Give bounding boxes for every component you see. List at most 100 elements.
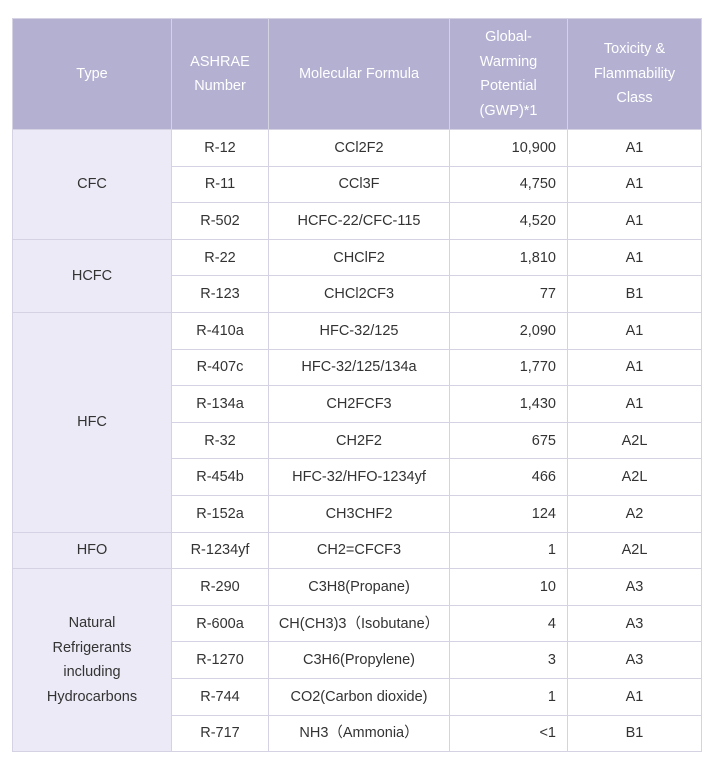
ashrae-number-cell: R-123 xyxy=(171,275,269,313)
safety-class-cell: A1 xyxy=(567,202,702,240)
safety-class-cell: A1 xyxy=(567,677,702,716)
safety-class-cell: A2L xyxy=(567,458,702,496)
table-row: R-600a CH(CH3)3（Isobutane） 4 A3 xyxy=(13,604,702,643)
gwp-cell: 10,900 xyxy=(449,129,568,167)
table-row: R-1270 C3H6(Propylene) 3 A3 xyxy=(13,641,702,679)
gwp-cell: 124 xyxy=(449,494,568,533)
header-row: Type ASHRAE Number Molecular Formula Glo… xyxy=(12,18,702,130)
header-molecular-formula: Molecular Formula xyxy=(268,18,450,130)
safety-class-cell: A2L xyxy=(567,421,702,460)
gwp-cell: 1,810 xyxy=(449,238,568,277)
ashrae-number-cell: R-410a xyxy=(171,311,269,350)
molecular-formula-cell: CCl3F xyxy=(268,165,450,204)
safety-class-cell: A1 xyxy=(567,385,702,423)
ashrae-number-cell: R-290 xyxy=(171,568,269,606)
table-row: R-454b HFC-32/HFO-1234yf 466 A2L xyxy=(13,458,702,496)
type-cell: Natural Refrigerants including Hydrocarb… xyxy=(12,568,172,753)
safety-class-cell: A1 xyxy=(567,165,702,204)
safety-class-cell: A2L xyxy=(567,531,702,570)
safety-class-cell: A1 xyxy=(567,348,702,387)
molecular-formula-cell: CH2=CFCF3 xyxy=(268,531,450,570)
table-body: CFC R-12 CCl2F2 10,900 A1 R-11 CCl3F 4,750 A1 R-5… xyxy=(12,129,702,753)
table-row: R-717 NH3（Ammonia） <1 B1 xyxy=(13,714,702,753)
header-type: Type xyxy=(12,18,172,130)
table-row: R-11 CCl3F 4,750 A1 xyxy=(13,165,702,204)
type-label: HFO xyxy=(76,542,108,559)
molecular-formula-cell: HFC-32/125 xyxy=(268,311,450,350)
ashrae-number-cell: R-11 xyxy=(171,165,269,204)
table-row: R-502 HCFC-22/CFC-115 4,520 A1 xyxy=(13,202,702,240)
type-cell: HFO xyxy=(12,531,172,570)
ashrae-number-cell: R-1270 xyxy=(171,641,269,679)
table-row: Natural Refrigerants including Hydrocarb… xyxy=(12,568,702,753)
gwp-cell: <1 xyxy=(449,714,568,753)
gwp-cell: 4,520 xyxy=(449,202,568,240)
molecular-formula-cell: CCl2F2 xyxy=(268,129,450,167)
safety-class-cell: A3 xyxy=(567,641,702,679)
safety-class-cell: B1 xyxy=(567,714,702,753)
molecular-formula-cell: CHClF2 xyxy=(268,238,450,277)
table-row: HCFC R-22 CHClF2 1,810 A1 xyxy=(12,238,702,313)
molecular-formula-cell: HFC-32/125/134a xyxy=(268,348,450,387)
safety-class-cell: A1 xyxy=(567,238,702,277)
gwp-cell: 10 xyxy=(449,568,568,606)
ashrae-number-cell: R-1234yf xyxy=(171,531,269,570)
molecular-formula-cell: CHCl2CF3 xyxy=(268,275,450,313)
table-row: R-134a CH2FCF3 1,430 A1 xyxy=(13,385,702,423)
molecular-formula-cell: C3H6(Propylene) xyxy=(268,641,450,679)
table-row: R-32 CH2F2 675 A2L xyxy=(13,421,702,460)
header-gwp: Global- Warming Potential (GWP)*1 xyxy=(449,18,568,130)
safety-class-cell: A2 xyxy=(567,494,702,533)
gwp-cell: 1 xyxy=(449,677,568,716)
refrigerant-table: Type ASHRAE Number Molecular Formula Glo… xyxy=(12,18,702,753)
type-cell: HCFC xyxy=(12,238,172,313)
gwp-cell: 675 xyxy=(449,421,568,460)
ashrae-number-cell: R-600a xyxy=(171,604,269,643)
gwp-cell: 1,770 xyxy=(449,348,568,387)
type-label: HFC xyxy=(77,414,107,430)
ashrae-number-cell: R-744 xyxy=(171,677,269,716)
table-header: Type ASHRAE Number Molecular Formula Glo… xyxy=(12,18,702,130)
safety-class-cell: B1 xyxy=(567,275,702,313)
table-row: R-152a CH3CHF2 124 A2 xyxy=(13,494,702,533)
ashrae-number-cell: R-454b xyxy=(171,458,269,496)
gwp-cell: 2,090 xyxy=(449,311,568,350)
gwp-cell: 3 xyxy=(449,641,568,679)
header-toxicity-flammability-class: Toxicity & Flammability Class xyxy=(567,18,702,130)
safety-class-cell: A3 xyxy=(567,604,702,643)
gwp-cell: 4,750 xyxy=(449,165,568,204)
header-ashrae-number: ASHRAE Number xyxy=(171,18,269,130)
gwp-cell: 1 xyxy=(449,531,568,570)
ashrae-number-cell: R-152a xyxy=(171,494,269,533)
ashrae-number-cell: R-12 xyxy=(171,129,269,167)
molecular-formula-cell: CH3CHF2 xyxy=(268,494,450,533)
type-label: HCFC xyxy=(71,267,113,284)
table-row: CFC R-12 CCl2F2 10,900 A1 xyxy=(12,129,702,240)
safety-class-cell: A3 xyxy=(567,568,702,606)
molecular-formula-cell: CH2FCF3 xyxy=(268,385,450,423)
gwp-cell: 1,430 xyxy=(449,385,568,423)
molecular-formula-cell: CH(CH3)3（Isobutane） xyxy=(268,604,450,643)
table-row: R-744 CO2(Carbon dioxide) 1 A1 xyxy=(13,677,702,716)
ashrae-number-cell: R-32 xyxy=(171,421,269,460)
table-row: R-407c HFC-32/125/134a 1,770 A1 xyxy=(13,348,702,387)
type-label: CFC xyxy=(77,176,107,193)
ashrae-number-cell: R-22 xyxy=(171,238,269,277)
molecular-formula-cell: HFC-32/HFO-1234yf xyxy=(268,458,450,496)
type-cell: CFC xyxy=(12,129,172,240)
table-row: HFC R-410a HFC-32/125 2,090 A1 xyxy=(12,311,702,533)
ashrae-number-cell: R-407c xyxy=(171,348,269,387)
refrigerant-table-container: Type ASHRAE Number Molecular Formula Glo… xyxy=(12,18,702,753)
ashrae-number-cell: R-717 xyxy=(171,714,269,753)
table-row: R-123 CHCl2CF3 77 B1 xyxy=(13,275,702,313)
safety-class-cell: A1 xyxy=(567,129,702,167)
molecular-formula-cell: C3H8(Propane) xyxy=(268,568,450,606)
molecular-formula-cell: CH2F2 xyxy=(268,421,450,460)
molecular-formula-cell: CO2(Carbon dioxide) xyxy=(268,677,450,716)
safety-class-cell: A1 xyxy=(567,311,702,350)
type-label: Natural Refrigerants including Hydrocarb… xyxy=(46,615,138,705)
ashrae-number-cell: R-134a xyxy=(171,385,269,423)
gwp-cell: 77 xyxy=(449,275,568,313)
molecular-formula-cell: HCFC-22/CFC-115 xyxy=(268,202,450,240)
type-cell: HFC xyxy=(12,311,172,533)
